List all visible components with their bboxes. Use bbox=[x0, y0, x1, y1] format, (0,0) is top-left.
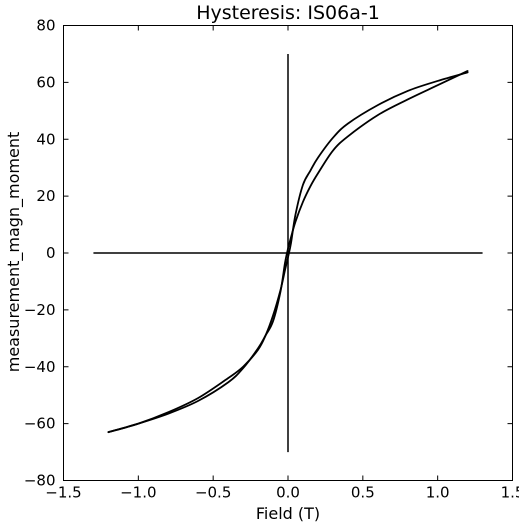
plot-frame bbox=[63, 25, 513, 481]
x-tick-label: 1.5 bbox=[501, 484, 519, 502]
y-axis-label: measurement_magn_moment bbox=[4, 132, 24, 373]
x-tick-label: −1.0 bbox=[120, 484, 156, 502]
reference-lines bbox=[93, 53, 483, 453]
y-tick-label: −60 bbox=[24, 415, 56, 433]
series-group bbox=[107, 70, 469, 434]
x-tick-label: 1.0 bbox=[426, 484, 450, 502]
x-tick-label: −1.5 bbox=[45, 484, 81, 502]
hysteresis-branch-2 bbox=[107, 71, 469, 434]
y-tick-label: −80 bbox=[24, 472, 56, 490]
hysteresis-branch-1 bbox=[107, 70, 469, 434]
y-axis-ticks: −80 −60 −40 −20 0 20 40 60 80 bbox=[24, 17, 513, 490]
y-tick-label: 60 bbox=[36, 73, 55, 91]
y-tick-label: −20 bbox=[24, 301, 56, 319]
y-tick-label: 0 bbox=[46, 244, 56, 262]
y-tick-label: −40 bbox=[24, 358, 56, 376]
y-tick-label: 20 bbox=[36, 187, 55, 205]
x-tick-label: 0.5 bbox=[351, 484, 375, 502]
chart-title: Hysteresis: IS06a-1 bbox=[196, 2, 380, 24]
x-axis-label: Field (T) bbox=[256, 504, 320, 523]
y-tick-label: 80 bbox=[36, 17, 55, 35]
x-tick-label: −0.5 bbox=[195, 484, 231, 502]
x-tick-label: 0.0 bbox=[276, 484, 300, 502]
y-tick-label: 40 bbox=[36, 130, 55, 148]
